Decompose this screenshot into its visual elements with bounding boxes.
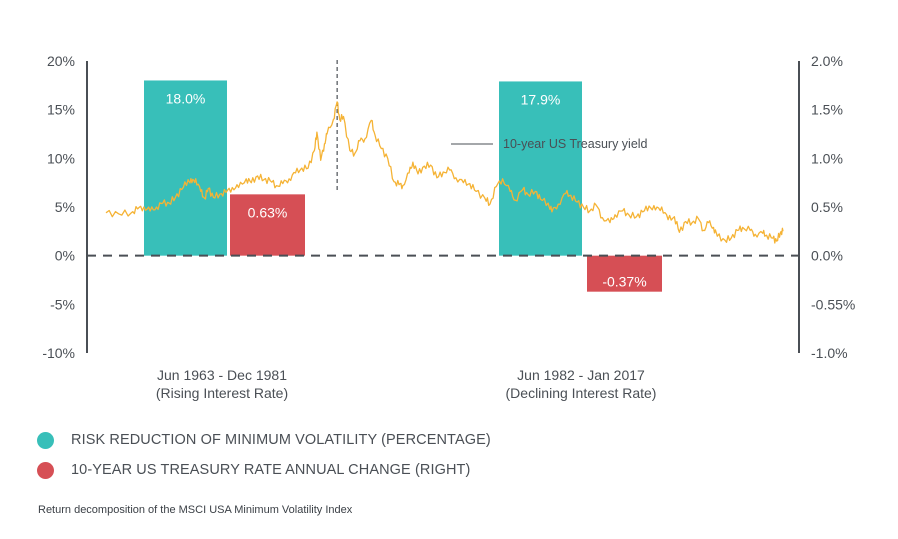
category-1-range: Jun 1963 - Dec 1981: [157, 367, 287, 383]
category-2-range: Jun 1982 - Jan 2017: [517, 367, 645, 383]
right-tick-label: 1.0%: [811, 150, 843, 166]
yield-line: [105, 101, 784, 244]
left-tick-label: 20%: [47, 53, 75, 69]
bar-labels: 18.0% 17.9% 0.63% -0.37%: [166, 90, 647, 289]
bars: [144, 80, 662, 292]
bar-value-label: 18.0%: [166, 90, 206, 106]
legend-swatch-red: [37, 461, 54, 479]
right-tick-label: -0.55%: [811, 296, 855, 312]
legend-swatch-teal: [37, 431, 54, 449]
bar-value-label: 17.9%: [521, 91, 561, 107]
legend-item-treasury-change: 10-YEAR US TREASURY RATE ANNUAL CHANGE (…: [37, 460, 491, 480]
left-tick-label: -5%: [50, 296, 75, 312]
legend: RISK REDUCTION OF MINIMUM VOLATILITY (PE…: [37, 430, 491, 490]
legend-label: 10-YEAR US TREASURY RATE ANNUAL CHANGE (…: [71, 462, 471, 478]
risk-reduction-bar: [144, 80, 227, 256]
left-tick-label: 5%: [55, 199, 75, 215]
right-tick-label: -1.0%: [811, 345, 848, 361]
treasury-change-bar: [587, 255, 662, 292]
left-tick-label: -10%: [42, 345, 75, 361]
category-1-desc: (Rising Interest Rate): [155, 385, 289, 401]
category-label-1: Jun 1963 - Dec 1981 (Rising Interest Rat…: [102, 366, 342, 402]
left-tick-label: 10%: [47, 150, 75, 166]
right-axis-ticks: 2.0% 1.5% 1.0% 0.5% 0.0% -0.55% -1.0%: [811, 53, 855, 361]
right-tick-label: 2.0%: [811, 53, 843, 69]
chart: 20% 15% 10% 5% 0% -5% -10% 2.0% 1.5% 1.0% 0.5% 0.0…: [42, 53, 855, 361]
legend-label: RISK REDUCTION OF MINIMUM VOLATILITY (PE…: [71, 432, 491, 448]
legend-item-risk-reduction: RISK REDUCTION OF MINIMUM VOLATILITY (PE…: [37, 430, 491, 450]
right-tick-label: 0.5%: [811, 199, 843, 215]
left-tick-label: 15%: [47, 102, 75, 118]
right-tick-label: 1.5%: [811, 102, 843, 118]
left-tick-label: 0%: [55, 248, 75, 264]
right-tick-label: 0.0%: [811, 248, 843, 264]
treasury-change-bar: [230, 194, 305, 256]
line-annotation: 10-year US Treasury yield: [503, 137, 648, 151]
risk-reduction-bar: [499, 81, 582, 256]
bar-value-label: -0.37%: [602, 274, 646, 290]
left-axis-ticks: 20% 15% 10% 5% 0% -5% -10%: [42, 53, 75, 361]
category-label-2: Jun 1982 - Jan 2017 (Declining Interest …: [461, 366, 701, 402]
bar-value-label: 0.63%: [248, 204, 288, 220]
category-2-desc: (Declining Interest Rate): [505, 385, 657, 401]
footnote: Return decomposition of the MSCI USA Min…: [38, 504, 353, 516]
